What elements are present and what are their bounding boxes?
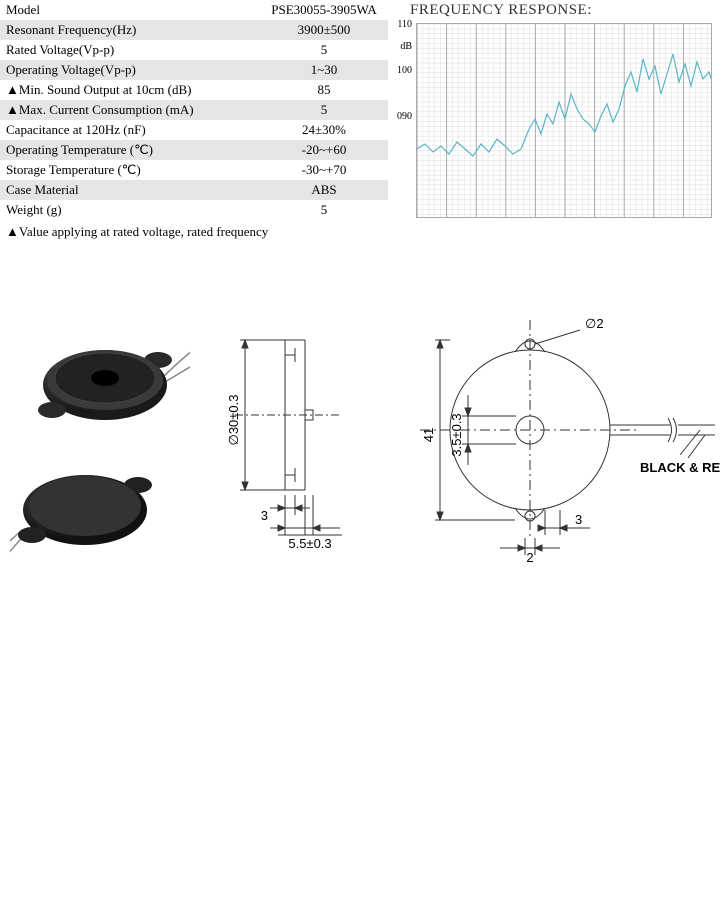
- spec-value: 5: [260, 200, 388, 220]
- chart-y-label: 110: [397, 19, 412, 30]
- height-41-label: 41: [421, 428, 436, 442]
- spec-row: Operating Voltage(Vp-p)1~30: [0, 60, 388, 80]
- spec-label: ▲Max. Current Consumption (mA): [0, 100, 260, 120]
- spec-value: 24±30%: [260, 120, 388, 140]
- spec-label: Rated Voltage(Vp-p): [0, 40, 260, 60]
- side-dim-3: 3: [261, 508, 268, 523]
- top-section: ModelPSE30055-3905WAResonant Frequency(H…: [0, 0, 726, 244]
- chart-y-label: 100: [397, 65, 412, 76]
- chart-area: FREQUENCY RESPONSE: 110 100 090 dB: [394, 0, 724, 244]
- spec-row: Resonant Frequency(Hz)3900±500: [0, 20, 388, 40]
- ear-dim-3: 3: [575, 512, 582, 527]
- spec-value: 1~30: [260, 60, 388, 80]
- spec-row: Capacitance at 120Hz (nF)24±30%: [0, 120, 388, 140]
- spec-label: Resonant Frequency(Hz): [0, 20, 260, 40]
- spec-label: Capacitance at 120Hz (nF): [0, 120, 260, 140]
- spec-value: -30~+70: [260, 160, 388, 180]
- spec-row: Weight (g)5: [0, 200, 388, 220]
- chart-title: FREQUENCY RESPONSE:: [394, 0, 724, 23]
- side-dim-5-5: 5.5±0.3: [288, 536, 331, 551]
- spec-value: PSE30055-3905WA: [260, 0, 388, 20]
- spec-row: ▲Min. Sound Output at 10cm (dB)85: [0, 80, 388, 100]
- spec-table: ModelPSE30055-3905WAResonant Frequency(H…: [0, 0, 388, 220]
- spec-value: ABS: [260, 180, 388, 200]
- product-photo: [10, 330, 190, 570]
- frequency-response-chart: 110100090dB: [394, 23, 714, 218]
- side-diameter-label: ∅30±0.3: [226, 395, 241, 446]
- spec-label: Weight (g): [0, 200, 260, 220]
- spec-row: Storage Temperature (℃)-30~+70: [0, 160, 388, 180]
- spec-label: Operating Temperature (℃): [0, 140, 260, 160]
- spec-label: ▲Min. Sound Output at 10cm (dB): [0, 80, 260, 100]
- spec-row: Rated Voltage(Vp-p)5: [0, 40, 388, 60]
- spec-label: Model: [0, 0, 260, 20]
- spec-row: Operating Temperature (℃)-20~+60: [0, 140, 388, 160]
- spec-value: 85: [260, 80, 388, 100]
- spec-label: Case Material: [0, 180, 260, 200]
- ear-dim-2: 2: [526, 550, 533, 565]
- spec-row: Case MaterialABS: [0, 180, 388, 200]
- spec-value: 5: [260, 40, 388, 60]
- chart-grid: [416, 23, 712, 218]
- chart-y-label: 090: [397, 111, 412, 122]
- spec-row: ModelPSE30055-3905WA: [0, 0, 388, 20]
- hole-dia-label: ∅2: [585, 316, 604, 331]
- front-view-drawing: ∅2 41 3.5±0.3 3 2 BLACK & RED: [380, 300, 710, 560]
- spec-value: 3900±500: [260, 20, 388, 40]
- spec-value: 5: [260, 100, 388, 120]
- wire-label: BLACK & RED: [640, 460, 720, 475]
- diagrams-section: ∅30±0.3 3 5.5±0.3: [0, 270, 726, 590]
- spec-note: ▲Value applying at rated voltage, rated …: [0, 220, 388, 244]
- spec-label: Storage Temperature (℃): [0, 160, 260, 180]
- chart-y-unit: dB: [400, 41, 412, 52]
- side-view-drawing: ∅30±0.3 3 5.5±0.3: [210, 310, 360, 550]
- spec-table-container: ModelPSE30055-3905WAResonant Frequency(H…: [0, 0, 388, 244]
- spec-row: ▲Max. Current Consumption (mA)5: [0, 100, 388, 120]
- spec-value: -20~+60: [260, 140, 388, 160]
- spec-label: Operating Voltage(Vp-p): [0, 60, 260, 80]
- inner-3-5-label: 3.5±0.3: [449, 413, 464, 456]
